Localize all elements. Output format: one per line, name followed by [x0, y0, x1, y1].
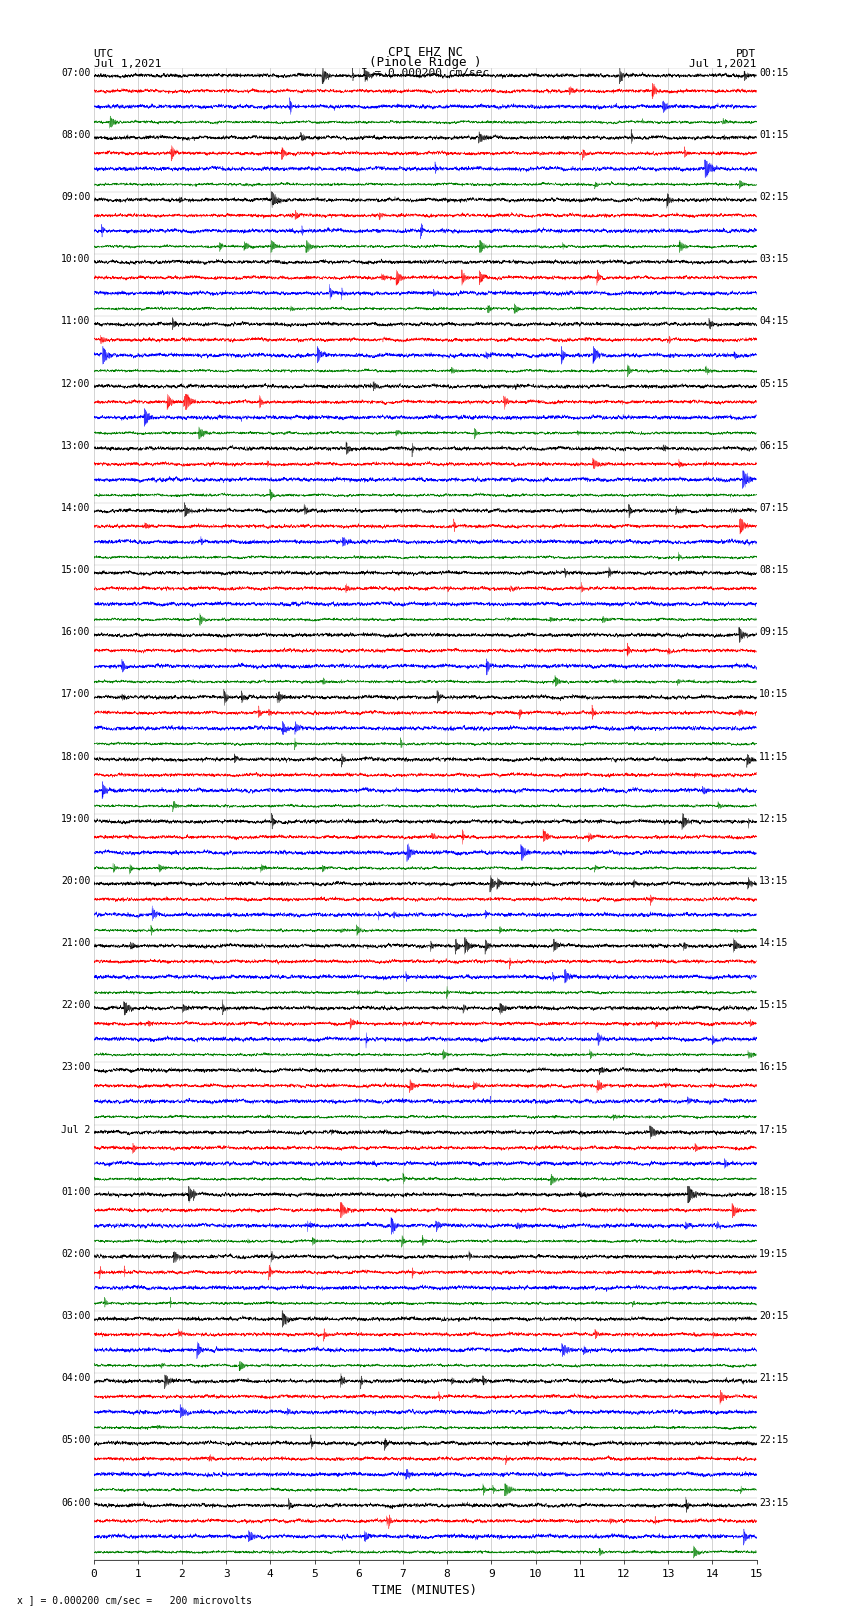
Text: PDT: PDT [736, 48, 756, 58]
Text: I = 0.000200 cm/sec: I = 0.000200 cm/sec [361, 68, 489, 77]
Text: x ] = 0.000200 cm/sec =   200 microvolts: x ] = 0.000200 cm/sec = 200 microvolts [17, 1595, 252, 1605]
Text: Jul 1,2021: Jul 1,2021 [94, 58, 161, 69]
X-axis label: TIME (MINUTES): TIME (MINUTES) [372, 1584, 478, 1597]
Text: Jul 1,2021: Jul 1,2021 [689, 58, 756, 69]
Text: UTC: UTC [94, 48, 114, 58]
Text: CPI EHZ NC: CPI EHZ NC [388, 45, 462, 58]
Text: (Pinole Ridge ): (Pinole Ridge ) [369, 55, 481, 69]
